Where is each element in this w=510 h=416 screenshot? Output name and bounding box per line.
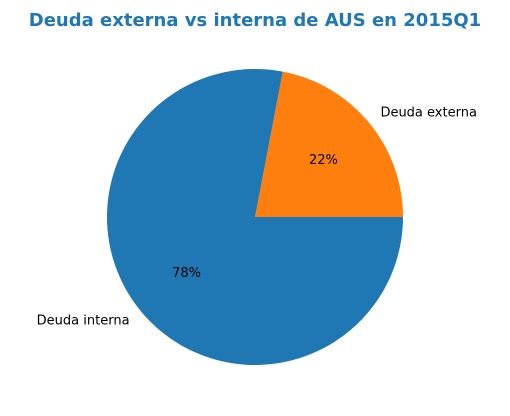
pie-slice-deuda-externa bbox=[255, 71, 404, 217]
pie-labels: Deuda externa 22% Deuda interna 78% bbox=[37, 106, 477, 329]
pie-slice-deuda-interna bbox=[107, 69, 403, 366]
chart-title: Deuda externa vs interna de AUS en 2015Q… bbox=[29, 10, 481, 31]
slice-label-deuda-externa: Deuda externa bbox=[380, 106, 476, 121]
pie-slices bbox=[107, 69, 404, 366]
slice-percent-deuda-externa: 22% bbox=[309, 153, 338, 168]
slice-percent-deuda-interna: 78% bbox=[172, 266, 201, 281]
slice-label-deuda-interna: Deuda interna bbox=[37, 313, 130, 328]
